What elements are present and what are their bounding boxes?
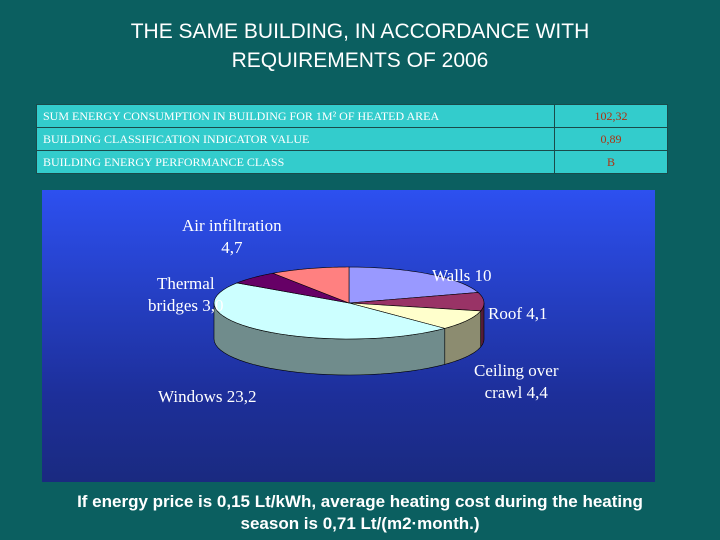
row-value: 102,32 <box>554 104 668 128</box>
label-thermal-bridges: Thermal bridges 3,0 <box>148 274 224 315</box>
label-ceiling: Ceiling over crawl 4,4 <box>474 361 559 402</box>
summary-table: SUM ENERGY CONSUMPTION IN BUILDING FOR 1… <box>36 104 668 174</box>
pie-slice-roof <box>348 292 485 312</box>
table-row: BUILDING CLASSIFICATION INDICATOR VALUE 0… <box>36 127 668 151</box>
pie-slice-thermal-bridges <box>235 272 350 304</box>
row-value: B <box>554 150 668 174</box>
table-row: SUM ENERGY CONSUMPTION IN BUILDING FOR 1… <box>36 104 668 128</box>
label-roof: Roof 4,1 <box>488 304 548 323</box>
pie-slice-air-infiltration <box>271 266 350 304</box>
title-line-2: REQUIREMENTS OF 2006 <box>231 49 489 72</box>
title-line-1: THE SAME BUILDING, IN ACCORDANCE WITH <box>130 20 590 43</box>
label-walls: Walls 10 <box>432 266 492 285</box>
pie-chart <box>213 266 485 376</box>
table-row: BUILDING ENERGY PERFORMANCE CLASS B <box>36 150 668 174</box>
footer-note: If energy price is 0,15 Lt/kWh, average … <box>77 492 643 533</box>
pie-slice-walls <box>348 266 479 304</box>
row-value: 0,89 <box>554 127 668 151</box>
label-air-infiltration: Air infiltration 4,7 <box>182 216 282 257</box>
pie-slice-windows <box>213 282 445 340</box>
row-label: SUM ENERGY CONSUMPTION IN BUILDING FOR 1… <box>36 104 555 128</box>
row-label: BUILDING CLASSIFICATION INDICATOR VALUE <box>36 127 555 151</box>
row-label: BUILDING ENERGY PERFORMANCE CLASS <box>36 150 555 174</box>
pie-chart-area: Air infiltration 4,7 Walls 10 Thermal brid… <box>42 190 655 482</box>
label-windows: Windows 23,2 <box>158 387 257 406</box>
pie-slice-ceiling-over-crawl <box>348 302 482 329</box>
slide-title: THE SAME BUILDING, IN ACCORDANCE WITH RE… <box>0 17 720 75</box>
